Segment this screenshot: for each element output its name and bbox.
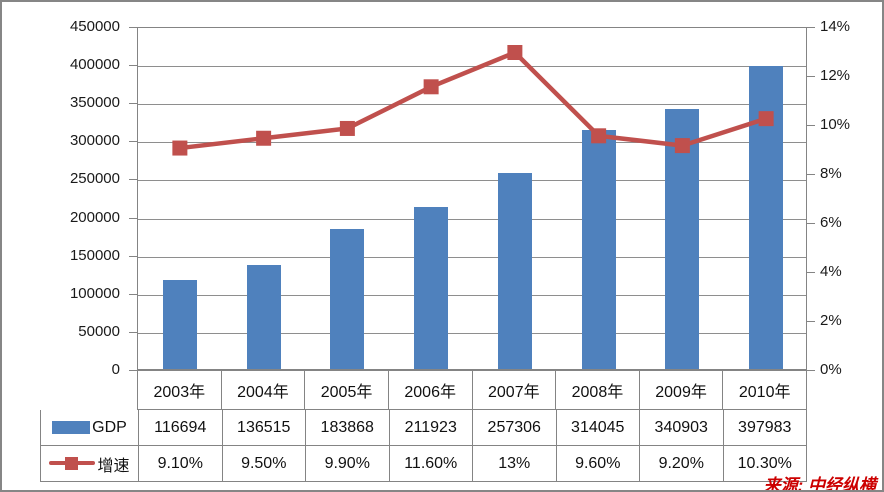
growth-value-cell: 9.90%: [305, 446, 389, 481]
gdp-value-cell: 257306: [472, 410, 556, 445]
category-cell: 2010年: [722, 371, 806, 409]
left-axis-tick: [129, 217, 137, 219]
growth-marker: [256, 130, 272, 146]
gdp-value-cell: 314045: [555, 410, 640, 445]
gdp-value-cell: 136515: [221, 410, 306, 445]
left-axis-label: 400000: [69, 56, 120, 74]
gridline: [138, 142, 806, 144]
category-cell: 2005年: [304, 371, 388, 409]
category-cell: 2008年: [555, 371, 639, 409]
growth-value-cell: 9.60%: [555, 446, 640, 481]
gdp-value-cell: 183868: [305, 410, 389, 445]
growth-line-legend-icon: [49, 456, 96, 471]
gdp-bar: [414, 207, 449, 369]
left-axis-label: 0: [111, 361, 120, 378]
category-cell: 2009年: [638, 371, 723, 409]
left-axis-tick: [129, 179, 137, 181]
category-cell: 2007年: [471, 371, 556, 409]
left-axis-tick: [129, 331, 137, 333]
legend-marker: [65, 457, 79, 470]
growth-value-cell: 11.60%: [388, 446, 473, 481]
growth-marker: [339, 120, 355, 136]
right-axis-label: 14%: [820, 18, 851, 35]
right-axis-tick: [807, 370, 815, 371]
right-axis-tick: [807, 223, 815, 224]
right-axis-label: 10%: [820, 116, 851, 133]
gdp-bar: [497, 172, 532, 369]
left-axis-tick: [129, 65, 137, 67]
left-axis-label: 100000: [69, 284, 120, 302]
growth-value-cell: 13%: [472, 446, 556, 481]
category-cell: 2003年: [153, 384, 206, 401]
gridline: [138, 256, 806, 258]
gridline: [138, 66, 806, 68]
growth-marker: [674, 138, 690, 154]
table-growth-row: 增速 9.10% 9.50% 9.90% 11.60% 13% 9.60% 9.20% 10.…: [40, 446, 807, 482]
left-axis-label: 300000: [69, 132, 120, 150]
growth-marker: [172, 140, 188, 156]
line-series: [172, 45, 774, 156]
plot-area: [137, 27, 807, 370]
legend-growth-label: 增速: [97, 457, 130, 475]
growth-value-cell: 10.30%: [722, 446, 807, 481]
left-axis-tick: [129, 27, 137, 28]
right-axis-label: 0%: [820, 361, 842, 378]
left-axis-label: 250000: [69, 170, 120, 188]
gdp-bar: [330, 228, 365, 369]
category-cell: 2006年: [387, 371, 472, 409]
gdp-bar: [162, 280, 197, 369]
left-axis-label: 200000: [69, 208, 120, 226]
legend-gdp: GDP: [41, 410, 138, 445]
left-axis-label: 150000: [69, 246, 120, 264]
left-axis-tick: [129, 255, 137, 257]
right-axis-label: 2%: [820, 312, 842, 329]
right-axis-tick: [807, 321, 815, 322]
growth-marker: [507, 45, 523, 60]
right-axis-label: 12%: [820, 67, 851, 84]
growth-line: [177, 49, 769, 151]
right-axis-label: 4%: [820, 263, 842, 280]
table-category-row: 2003年 2004年 2005年 2006年 2007年 2008年 2009年 2010年: [137, 370, 807, 410]
gridline: [138, 180, 806, 182]
right-axis-tick: [807, 125, 815, 126]
right-axis-label: 8%: [820, 165, 842, 182]
right-axis-tick: [807, 174, 815, 175]
gdp-value-cell: 116694: [138, 410, 222, 445]
left-axis-label: 450000: [69, 18, 120, 35]
growth-marker: [591, 128, 607, 144]
left-axis-tick: [129, 370, 137, 371]
gridline: [138, 332, 806, 334]
right-axis-label: 6%: [820, 214, 842, 231]
left-axis-label: 350000: [69, 94, 120, 112]
legend-gdp-label: GDP: [92, 418, 127, 436]
gdp-bar: [246, 264, 281, 369]
gdp-value-cell: 340903: [639, 410, 723, 445]
left-axis-tick: [129, 293, 137, 295]
left-axis-tick: [129, 141, 137, 143]
growth-marker: [423, 79, 439, 95]
right-axis-tick: [807, 272, 815, 273]
gdp-bar-legend-icon: [52, 421, 91, 434]
growth-value-cell: 9.20%: [639, 446, 723, 481]
growth-value-cell: 9.10%: [138, 446, 222, 481]
table-gdp-row: GDP 116694 136515 183868 211923 257306 314045…: [40, 410, 807, 446]
right-axis-tick: [807, 27, 815, 28]
category-cell: 2004年: [220, 371, 305, 409]
gdp-value-cell: 211923: [388, 410, 473, 445]
source-note: 来源: 中经纵横: [763, 476, 876, 492]
gdp-value-cell: 397983: [722, 410, 807, 445]
growth-marker: [758, 111, 774, 127]
growth-value-cell: 9.50%: [221, 446, 306, 481]
legend-growth: 增速: [41, 446, 138, 481]
gridline: [138, 104, 806, 106]
right-axis-tick: [807, 76, 815, 77]
left-axis-tick: [129, 103, 137, 105]
gridline: [138, 294, 806, 296]
gridline: [138, 218, 806, 220]
left-axis-label: 50000: [78, 322, 120, 340]
gdp-bar: [581, 129, 616, 369]
